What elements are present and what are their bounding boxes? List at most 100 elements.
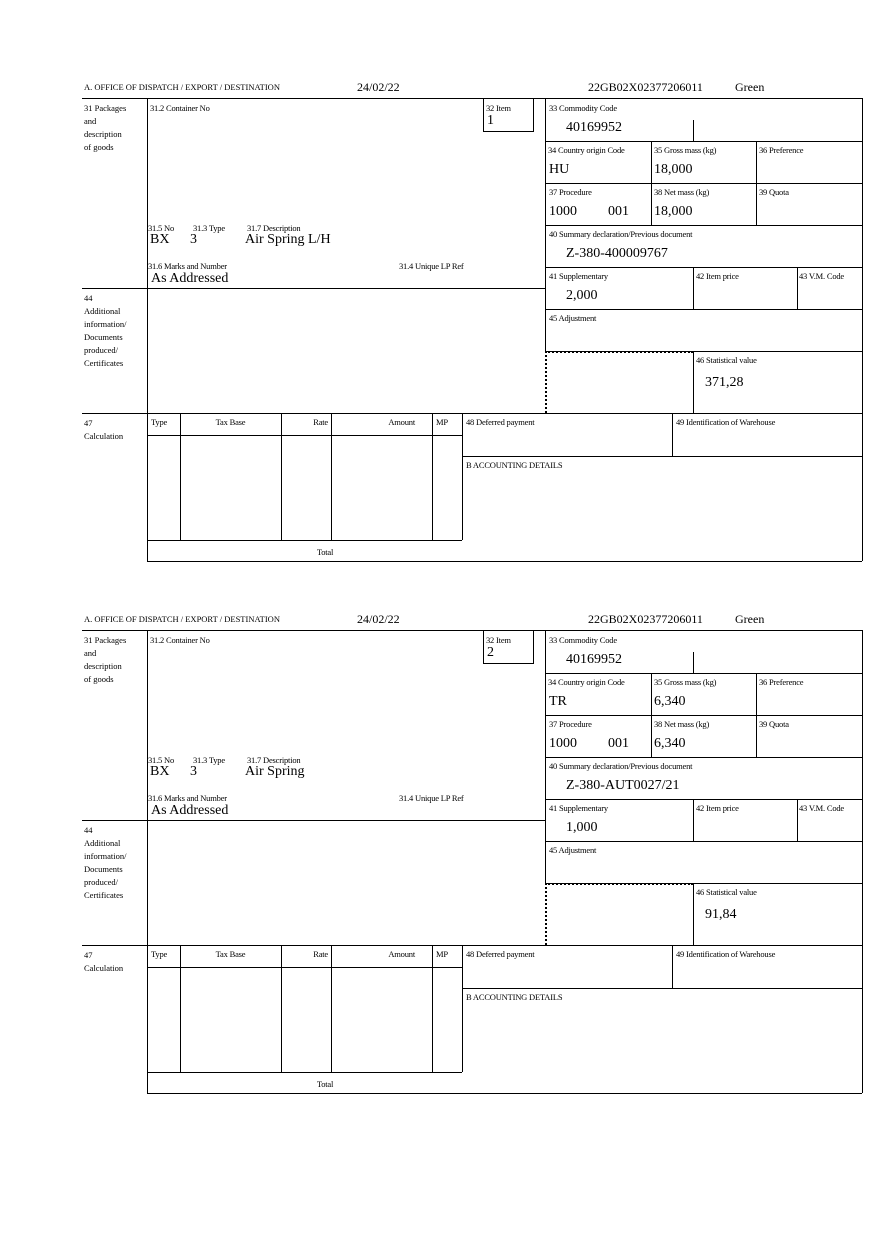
calc-rate-header: Rate [313, 417, 328, 427]
item-price-label: 42 Item price [696, 271, 739, 281]
calc-amount-header: Amount [388, 417, 415, 427]
unique-lp-ref-label: 31.4 Unique LP Ref [399, 793, 464, 803]
form-divider [545, 883, 862, 884]
form-divider [331, 413, 332, 540]
previous-document-label: 40 Summary declaration/Previous document [549, 761, 693, 771]
commodity-code: 40169952 [566, 652, 622, 667]
bottom-border [147, 1093, 862, 1094]
form-divider [693, 799, 694, 841]
form-divider [545, 141, 862, 142]
item-form-1: A. OFFICE OF DISPATCH / EXPORT / DESTINA… [0, 78, 882, 562]
package-count: 3 [190, 232, 197, 247]
procedure-label: 37 Procedure [549, 719, 592, 729]
goods-description: Air Spring L/H [245, 232, 331, 247]
net-mass-label: 38 Net mass (kg) [654, 187, 710, 197]
form-divider [651, 673, 652, 757]
form-divider [147, 1072, 462, 1073]
form-divider [545, 225, 862, 226]
form-divider [545, 183, 862, 184]
item-label: 32 Item [486, 635, 511, 645]
container-no-label: 31.2 Container No [150, 103, 210, 113]
package-kind: BX [150, 764, 170, 779]
box-31-label: 31 Packages and description of goods [84, 635, 127, 684]
declaration-date: 24/02/22 [357, 80, 400, 94]
gross-mass: 18,000 [654, 162, 693, 177]
commodity-code-label: 33 Commodity Code [549, 635, 617, 645]
procedure-code: 1000 [549, 736, 577, 751]
form-divider [693, 351, 694, 413]
form-divider [483, 98, 484, 131]
form-divider [693, 883, 694, 945]
statistical-value: 371,28 [705, 375, 744, 390]
package-type-label: 31.3 Type [193, 755, 225, 765]
calc-total-label: Total [316, 1079, 334, 1089]
container-no-label: 31.2 Container No [150, 635, 210, 645]
previous-document: Z-380-AUT0027/21 [566, 778, 680, 793]
package-no-label: 31.5 No [148, 755, 174, 765]
form-divider [545, 630, 546, 883]
form-divider [462, 945, 463, 1072]
marks-and-number: As Addressed [151, 803, 229, 818]
dotted-divider [545, 351, 547, 413]
box-44-label: 44 Additional information/ Documents pro… [84, 825, 127, 900]
form-divider [432, 413, 433, 540]
procedure-additional-code: 001 [608, 204, 629, 219]
calc-total-label: Total [316, 547, 334, 557]
form-divider [483, 630, 484, 663]
preference-label: 36 Preference [759, 145, 804, 155]
top-border [82, 630, 862, 631]
country-origin-label: 34 Country origin Code [548, 677, 625, 687]
gross-mass: 6,340 [654, 694, 686, 709]
form-divider [545, 799, 862, 800]
form-divider [545, 673, 862, 674]
form-divider [756, 141, 757, 225]
form-divider [462, 456, 862, 457]
form-divider [147, 540, 462, 541]
form-divider [82, 288, 545, 289]
country-origin: TR [549, 694, 567, 709]
supplementary-units: 2,000 [566, 288, 598, 303]
form-divider [483, 663, 534, 664]
form-divider [462, 988, 862, 989]
calc-taxbase-header: Tax Base [215, 949, 246, 959]
declaration-reference: 22GB02X02377206011 [588, 80, 703, 94]
form-divider [147, 967, 462, 968]
gross-mass-label: 35 Gross mass (kg) [654, 145, 717, 155]
package-type-label: 31.3 Type [193, 223, 225, 233]
warehouse-id-label: 49 Identification of Warehouse [676, 949, 776, 959]
calc-type-header: Type [151, 949, 168, 959]
form-divider [281, 413, 282, 540]
net-mass-label: 38 Net mass (kg) [654, 719, 710, 729]
form-divider [797, 267, 798, 309]
net-mass: 6,340 [654, 736, 686, 751]
left-border [147, 630, 148, 1093]
commodity-code: 40169952 [566, 120, 622, 135]
calc-mp-header: MP [436, 949, 448, 959]
deferred-payment-label: 48 Deferred payment [466, 417, 535, 427]
accounting-details-label: B ACCOUNTING DETAILS [466, 460, 563, 470]
form-divider [545, 841, 862, 842]
right-border [862, 630, 863, 1093]
quota-label: 39 Quota [759, 187, 789, 197]
adjustment-label: 45 Adjustment [549, 313, 597, 323]
form-divider [693, 652, 694, 673]
box-47-label: 47 Calculation [84, 418, 124, 441]
declaration-date: 24/02/22 [357, 612, 400, 626]
form-divider [331, 945, 332, 1072]
supplementary-units: 1,000 [566, 820, 598, 835]
supplementary-label: 41 Supplementary [549, 271, 608, 281]
package-no-label: 31.5 No [148, 223, 174, 233]
statistical-value: 91,84 [705, 907, 737, 922]
marks-label: 31.6 Marks and Number [148, 793, 227, 803]
form-divider [180, 945, 181, 1072]
form-divider [82, 413, 862, 414]
package-count: 3 [190, 764, 197, 779]
form-divider [651, 141, 652, 225]
country-origin: HU [549, 162, 570, 177]
office-of-dispatch-label: A. OFFICE OF DISPATCH / EXPORT / DESTINA… [84, 614, 280, 624]
form-divider [693, 267, 694, 309]
preference-label: 36 Preference [759, 677, 804, 687]
form-divider [180, 413, 181, 540]
description-label: 31.7 Description [247, 223, 301, 233]
calc-amount-header: Amount [388, 949, 415, 959]
